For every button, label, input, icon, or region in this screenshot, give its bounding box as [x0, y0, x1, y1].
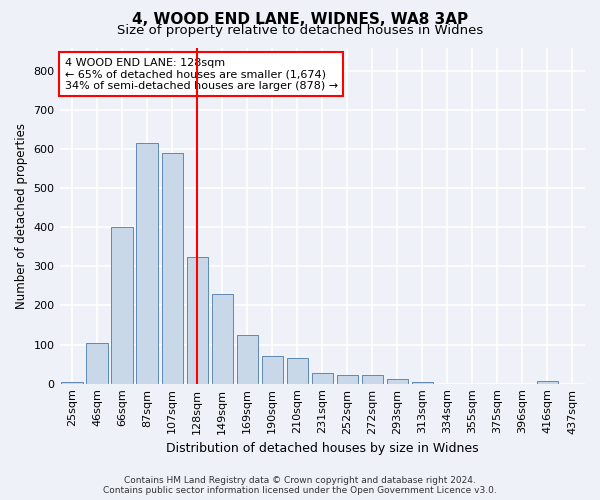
Bar: [337, 375, 358, 384]
Bar: [187, 256, 208, 384]
Bar: [136, 144, 158, 384]
Bar: [311, 372, 333, 384]
Bar: [412, 382, 433, 384]
Bar: [61, 382, 83, 384]
Bar: [262, 356, 283, 384]
Bar: [86, 342, 108, 384]
Bar: [537, 380, 558, 384]
Bar: [362, 375, 383, 384]
Text: 4 WOOD END LANE: 128sqm
← 65% of detached houses are smaller (1,674)
34% of semi: 4 WOOD END LANE: 128sqm ← 65% of detache…: [65, 58, 338, 91]
Bar: [112, 228, 133, 384]
X-axis label: Distribution of detached houses by size in Widnes: Distribution of detached houses by size …: [166, 442, 479, 455]
Y-axis label: Number of detached properties: Number of detached properties: [15, 122, 28, 308]
Text: Size of property relative to detached houses in Widnes: Size of property relative to detached ho…: [117, 24, 483, 37]
Bar: [236, 335, 258, 384]
Bar: [387, 379, 408, 384]
Bar: [287, 358, 308, 384]
Bar: [161, 153, 183, 384]
Text: 4, WOOD END LANE, WIDNES, WA8 3AP: 4, WOOD END LANE, WIDNES, WA8 3AP: [132, 12, 468, 28]
Bar: [212, 294, 233, 384]
Text: Contains HM Land Registry data © Crown copyright and database right 2024.
Contai: Contains HM Land Registry data © Crown c…: [103, 476, 497, 495]
